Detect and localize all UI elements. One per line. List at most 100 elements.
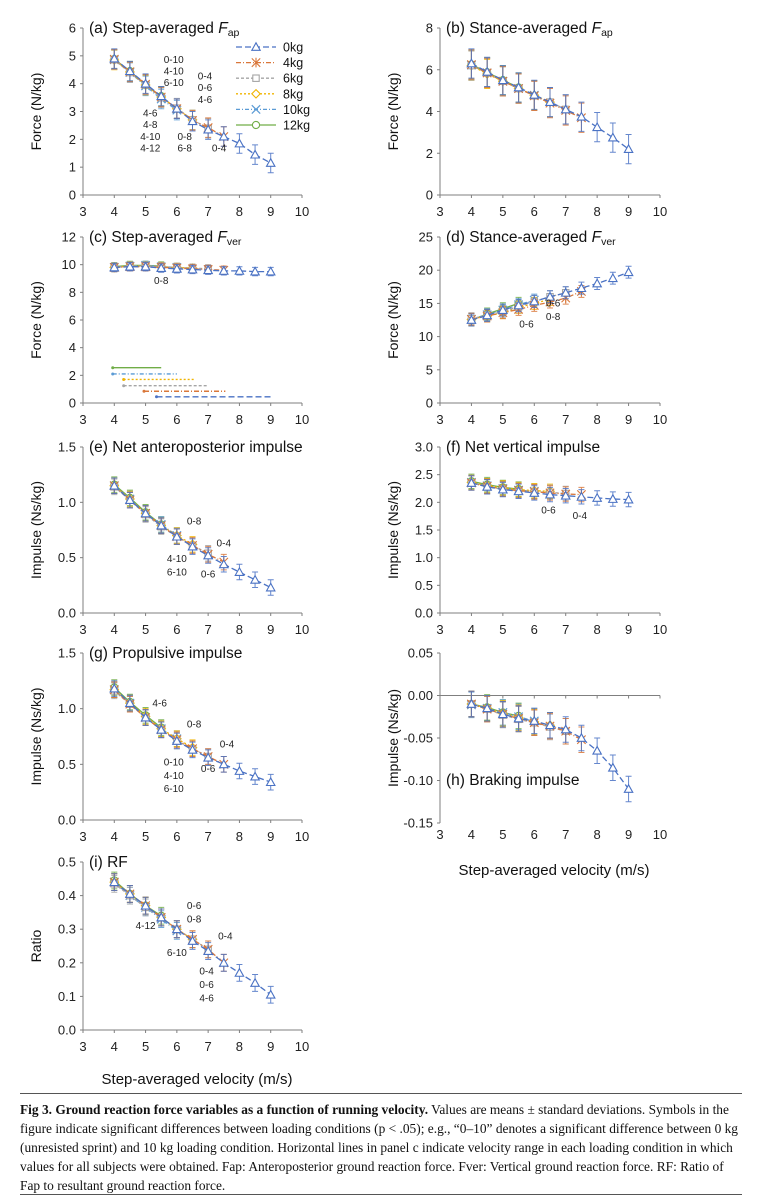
series-line: [113, 881, 272, 996]
data-point: [171, 531, 182, 541]
y-tick-label: 12: [62, 230, 76, 245]
chart-panel-i: 0.0 0.1 0.2 0.3 0.4 0.5 3 4 5 6 7 8 9 10 Ratio (i) RF 0-…: [28, 854, 309, 1054]
x-tick-label: 8: [594, 622, 601, 637]
x-tick-label: 5: [142, 1039, 149, 1054]
significance-label: 6-8: [177, 144, 192, 155]
x-tick-label: 8: [594, 827, 601, 842]
data-point: [203, 550, 214, 560]
x-tick-label: 3: [79, 412, 86, 427]
legend-marker: [251, 120, 261, 130]
x-tick-label: 8: [236, 622, 243, 637]
caption-text: Values are means ± standard deviations. …: [20, 1102, 739, 1193]
panel-title: (d) Stance-averaged Fver: [446, 229, 616, 248]
y-tick-label: 25: [419, 230, 433, 245]
panel-title: (a) Step-averaged Fap: [89, 20, 240, 39]
series-12kg: [467, 473, 523, 497]
significance-label: 4-6: [198, 95, 213, 106]
x-tick-label: 4: [111, 1039, 118, 1054]
data-point: [140, 508, 151, 518]
series-line: [471, 703, 582, 741]
y-tick-label: 2: [426, 146, 433, 161]
series-line: [114, 266, 224, 271]
significance-label: 0-4: [199, 967, 214, 978]
significance-label: 0-10: [164, 757, 184, 768]
x-tick-label: 8: [236, 1039, 243, 1054]
data-point: [218, 558, 229, 569]
chart-panel-d: 0 5 10 15 20 25 3 4 5 6 7 8 9 10 Force (N/kg) (d) Stanc…: [385, 229, 667, 427]
x-tick-label: 8: [594, 412, 601, 427]
x-tick-label: 4: [468, 412, 475, 427]
panel-title: (f) Net vertical impulse: [446, 439, 600, 456]
y-tick-label: 2.0: [415, 495, 433, 510]
data-point: [560, 104, 571, 114]
x-tick-label: 9: [267, 622, 274, 637]
data-point: [529, 296, 540, 306]
y-tick-label: 4: [69, 340, 76, 355]
x-tick-label: 3: [436, 622, 443, 637]
x-tick-label: 9: [267, 1039, 274, 1054]
y-axis-label: Force (N/kg): [28, 73, 44, 151]
legend-label: 6kg: [283, 72, 303, 86]
data-point: [109, 53, 120, 63]
significance-label: 0-6: [198, 83, 213, 94]
series-4kg: [466, 690, 587, 753]
x-tick-label: 4: [468, 827, 475, 842]
data-point: [482, 310, 493, 320]
x-tick-label: 9: [625, 622, 632, 637]
significance-label: 0-8: [187, 914, 202, 925]
data-point: [203, 945, 214, 955]
x-tick-label: 3: [79, 1039, 86, 1054]
data-point: [187, 935, 198, 945]
y-tick-label: 0.0: [58, 813, 76, 828]
x-tick-label: 10: [653, 204, 667, 219]
significance-label: 4-12: [136, 921, 156, 932]
x-tick-label: 10: [295, 1039, 309, 1054]
data-point: [218, 759, 229, 769]
x-tick-label: 7: [205, 204, 212, 219]
series-12kg: [467, 49, 523, 103]
x-tick-label: 8: [594, 204, 601, 219]
x-tick-label: 3: [436, 204, 443, 219]
data-point: [560, 287, 571, 297]
caption-title: Fig 3. Ground reaction force variables a…: [20, 1102, 429, 1117]
y-tick-label: 0.5: [58, 757, 76, 772]
data-point: [218, 957, 229, 967]
y-tick-label: 0.0: [415, 606, 433, 621]
data-point: [171, 735, 182, 745]
data-point: [171, 103, 182, 113]
chart-panel-h: -0.15 -0.10 -0.05 0.00 0.05 3 4 5 6 7 8 9 10 Impulse …: [385, 646, 667, 843]
significance-label: 0-4: [573, 511, 588, 522]
x-tick-label: 5: [142, 204, 149, 219]
x-tick-label: 4: [111, 412, 118, 427]
x-tick-label: 6: [173, 829, 180, 844]
y-axis-label: Force (N/kg): [385, 281, 401, 359]
significance-label: 0-8: [154, 276, 169, 287]
data-point: [623, 783, 634, 793]
panel-title: (c) Step-averaged Fver: [89, 229, 242, 248]
x-tick-label: 5: [142, 622, 149, 637]
data-point: [187, 264, 198, 274]
x-tick-label: 6: [531, 622, 538, 637]
x-tick-label: 10: [653, 622, 667, 637]
y-tick-label: 20: [419, 263, 433, 278]
significance-label: 0-4: [218, 931, 233, 942]
data-point: [513, 485, 524, 496]
significance-label: 6-10: [164, 78, 184, 89]
data-point: [249, 574, 261, 584]
data-point: [249, 977, 261, 987]
y-tick-label: 8: [426, 21, 433, 36]
x-tick-label: 4: [111, 622, 118, 637]
y-tick-label: 10: [419, 329, 433, 344]
data-point: [156, 520, 167, 530]
data-point: [218, 265, 229, 275]
y-tick-label: 1.0: [415, 550, 433, 565]
data-point: [124, 494, 136, 505]
data-point: [203, 752, 214, 762]
series-8kg: [466, 474, 555, 499]
y-tick-label: 4: [69, 76, 76, 91]
y-tick-label: 0.5: [415, 578, 433, 593]
significance-label: 0-6: [187, 901, 202, 912]
panel-title: (i) RF: [89, 854, 128, 871]
y-tick-label: 0.05: [408, 646, 433, 661]
x-tick-label: 5: [142, 829, 149, 844]
